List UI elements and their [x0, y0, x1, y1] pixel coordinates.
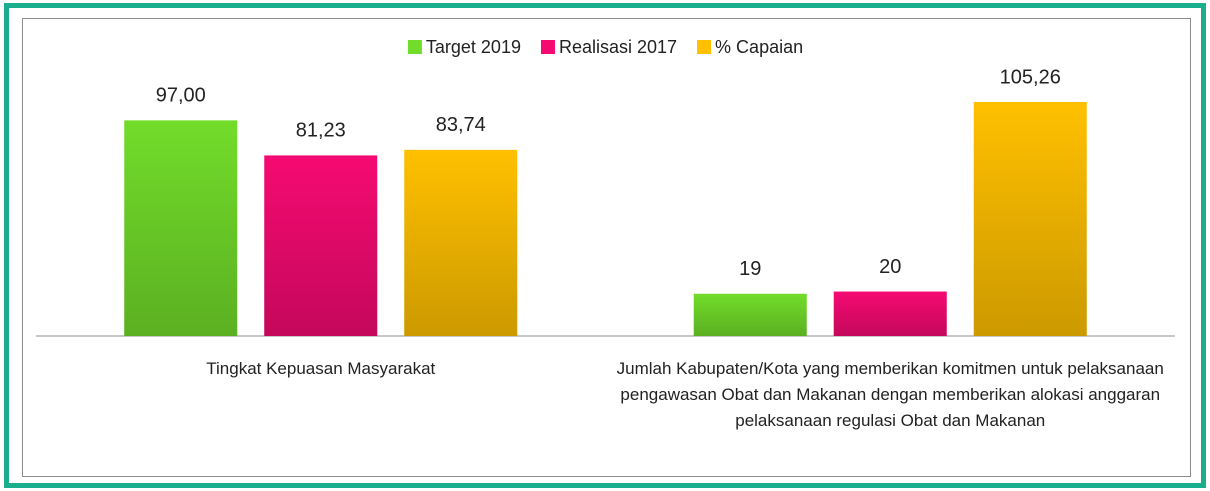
legend-swatch	[407, 40, 422, 54]
bar	[693, 293, 807, 336]
bar	[973, 102, 1087, 336]
x-tick-label: Jumlah Kabupaten/Kota yang memberikan ko…	[616, 359, 1164, 430]
value-label: 20	[879, 256, 901, 278]
bar	[833, 291, 947, 336]
legend-label: % Capaian	[715, 37, 803, 57]
value-label: 83,74	[436, 114, 486, 136]
value-label: 105,26	[1000, 66, 1061, 88]
bar	[404, 149, 518, 336]
value-label: 97,00	[156, 85, 206, 107]
value-label: 19	[739, 258, 761, 280]
legend-label: Realisasi 2017	[559, 37, 677, 57]
legend-swatch	[540, 40, 555, 54]
value-label: 81,23	[296, 120, 346, 142]
legend-swatch	[697, 40, 712, 54]
bar	[264, 155, 378, 336]
x-tick-label: Tingkat Kepuasan Masyarakat	[206, 359, 436, 378]
bar	[124, 120, 238, 336]
legend-label: Target 2019	[426, 37, 521, 57]
legend: Target 2019 Realisasi 2017 % Capaian	[407, 37, 803, 57]
